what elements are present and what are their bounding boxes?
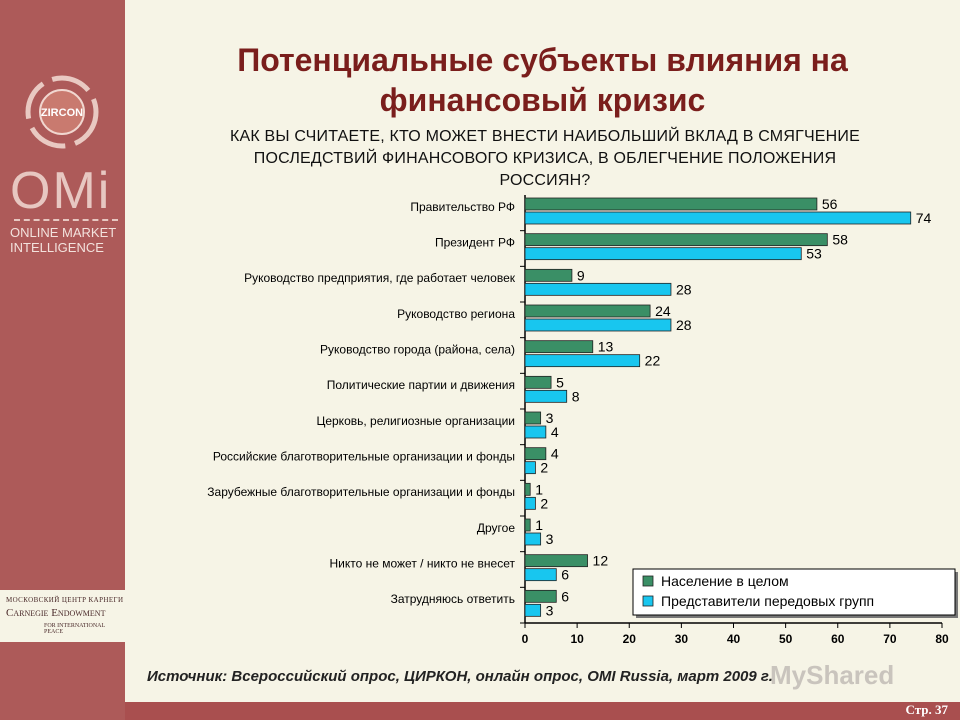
category-label: Никто не может / никто не внесет	[329, 557, 515, 571]
data-label-advanced: 8	[572, 388, 580, 404]
zircon-logo-text: ZIRCON	[41, 107, 83, 119]
category-label: Политические партии и движения	[327, 378, 515, 392]
data-label-advanced: 28	[676, 317, 692, 333]
x-tick-label: 80	[935, 632, 949, 646]
data-label-advanced: 2	[540, 460, 548, 476]
page-number: Стр. 37	[905, 702, 949, 717]
carnegie-logo-line2: Carnegie Endowment	[6, 607, 106, 619]
omi-logo-line1: ONLINE MARKET	[10, 225, 117, 240]
bar-advanced	[524, 603, 542, 617]
category-label: Церковь, религиозные организации	[316, 414, 515, 428]
data-label-population: 1	[535, 481, 543, 497]
omi-logo-divider	[14, 219, 118, 221]
data-label-population: 9	[577, 267, 585, 283]
bar-advanced	[524, 425, 547, 439]
x-tick-label: 40	[727, 632, 741, 646]
bar-advanced	[524, 211, 912, 225]
carnegie-logo-line3: FOR INTERNATIONAL PEACE	[44, 623, 105, 635]
category-label: Российские благотворительные организации…	[213, 450, 515, 464]
data-label-population: 4	[551, 446, 559, 462]
data-label-population: 13	[598, 339, 614, 355]
x-tick-label: 50	[779, 632, 793, 646]
survey-question-line3: РОССИЯН?	[499, 172, 591, 189]
x-tick-label: 10	[570, 632, 584, 646]
bar-population	[524, 411, 542, 425]
bar-advanced	[524, 461, 536, 475]
category-label: Руководство предприятия, где работает че…	[244, 271, 516, 285]
bar-population	[524, 554, 588, 568]
category-label: Зарубежные благотворительные организации…	[207, 485, 515, 499]
data-label-population: 12	[593, 553, 609, 569]
carnegie-logo: МОСКОВСКИЙ ЦЕНТР КАРНЕГИ Carnegie Endowm…	[0, 590, 125, 642]
omi-logo-wordmark: OMi	[10, 162, 112, 220]
zircon-logo: ZIRCON	[25, 75, 99, 149]
omi-logo: OMi ONLINE MARKET INTELLIGENCE	[10, 165, 122, 255]
bar-population	[524, 589, 557, 603]
bar-population	[524, 233, 828, 247]
source-note: Источник: Всероссийский опрос, ЦИРКОН, о…	[147, 668, 773, 685]
data-label-advanced: 2	[540, 495, 548, 511]
category-label: Затрудняюсь ответить	[391, 592, 515, 606]
bar-population	[524, 482, 531, 496]
data-label-population: 5	[556, 374, 564, 390]
x-tick-label: 30	[675, 632, 689, 646]
bar-advanced	[524, 318, 672, 332]
survey-question: КАК ВЫ СЧИТАЕТЕ, КТО МОЖЕТ ВНЕСТИ НАИБОЛ…	[220, 126, 870, 192]
bar-population	[524, 340, 594, 354]
category-label: Руководство города (района, села)	[320, 343, 515, 357]
bar-advanced	[524, 354, 641, 368]
bar-population	[524, 518, 531, 532]
category-label: Руководство региона	[397, 307, 515, 321]
sidebar: ZIRCON OMi ONLINE MARKET INTELLIGENCE МО…	[0, 0, 125, 720]
data-label-advanced: 3	[546, 531, 554, 547]
survey-question-line1: КАК ВЫ СЧИТАЕТЕ, КТО МОЖЕТ ВНЕСТИ НАИБОЛ…	[229, 128, 861, 145]
bar-population	[524, 268, 573, 282]
bar-population	[524, 447, 547, 461]
bar-population	[524, 375, 552, 389]
x-tick-label: 70	[883, 632, 897, 646]
slide-title-line2: финансовый кризис	[379, 82, 706, 118]
bar-population	[524, 197, 818, 211]
omi-logo-line2: INTELLIGENCE	[10, 240, 104, 255]
data-label-advanced: 28	[676, 281, 692, 297]
legend-swatch	[642, 575, 654, 587]
data-label-population: 6	[561, 588, 569, 604]
bar-population	[524, 304, 651, 318]
slide-title-line1: Потенциальные субъекты влияния на	[237, 42, 848, 78]
data-label-advanced: 4	[551, 424, 559, 440]
watermark: MyShared	[770, 660, 895, 690]
bar-advanced	[524, 247, 802, 261]
data-label-population: 3	[546, 410, 554, 426]
category-label: Президент РФ	[435, 236, 515, 250]
x-tick-label: 20	[623, 632, 637, 646]
data-label-advanced: 74	[916, 210, 932, 226]
data-label-advanced: 3	[546, 602, 554, 618]
legend-swatch	[642, 595, 654, 607]
bar-advanced	[524, 282, 672, 296]
data-label-population: 56	[822, 196, 838, 212]
data-label-advanced: 53	[806, 246, 822, 262]
data-label-advanced: 6	[561, 567, 569, 583]
bar-advanced	[524, 532, 542, 546]
legend-box	[632, 568, 956, 616]
x-tick-label: 60	[831, 632, 845, 646]
carnegie-logo-line1: МОСКОВСКИЙ ЦЕНТР КАРНЕГИ	[6, 596, 124, 604]
bar-advanced	[524, 568, 557, 582]
data-label-advanced: 22	[645, 353, 661, 369]
bar-advanced	[524, 496, 536, 510]
category-label: Другое	[477, 521, 515, 535]
legend-label: Представители передовых групп	[661, 593, 874, 609]
data-label-population: 1	[535, 517, 543, 533]
slide-title: Потенциальные субъекты влияния на финанс…	[125, 40, 960, 120]
data-label-population: 58	[832, 232, 848, 248]
x-tick-label: 0	[522, 632, 529, 646]
data-label-population: 24	[655, 303, 671, 319]
bar-advanced	[524, 389, 568, 403]
survey-question-line2: ПОСЛЕДСТВИЙ ФИНАНСОВОГО КРИЗИСА, В ОБЛЕГ…	[253, 150, 837, 167]
legend-label: Население в целом	[661, 573, 789, 589]
category-label: Правительство РФ	[410, 200, 515, 214]
